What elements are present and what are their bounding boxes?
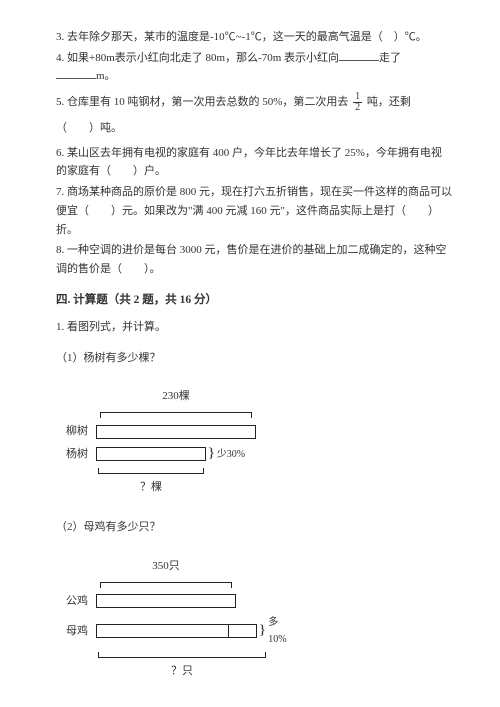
diagram2-bottom: ？只	[96, 662, 268, 681]
q4-text-a: 4. 如果+80m表示小红向北走了 80m，那么-70m 表示小红向	[56, 52, 339, 64]
diagram1-top-value: 230棵	[96, 387, 256, 406]
diagram-chickens: 350只 公鸡 母鸡 } 多10% ？只	[66, 557, 276, 681]
brace-bottom	[96, 466, 206, 478]
brace-icon: }	[207, 450, 215, 458]
sub-question-1: （1）杨树有多少棵？	[56, 349, 452, 368]
row-label-rooster: 公鸡	[66, 592, 96, 611]
q5-text-a: 5. 仓库里有 10 吨钢材，第一次用去总数的 50%，第二次用去	[56, 96, 348, 108]
row-label-willow: 柳树	[66, 422, 96, 441]
diagram1-diff: 少30%	[217, 446, 245, 463]
row-label-hen: 母鸡	[66, 622, 96, 641]
q5-text-c: （ ）吨。	[56, 119, 452, 138]
q4-text-b: 走了	[379, 52, 401, 64]
blank-fill	[56, 68, 96, 79]
q3-text-a: 3. 去年除夕那天，某市的温度是-10℃~-1℃，这一天的最高气温是（	[56, 31, 383, 43]
sub-question-2: （2）母鸡有多少只？	[56, 518, 452, 537]
fraction: 1 2	[353, 92, 362, 113]
section-4-title: 四. 计算题（共 2 题，共 16 分）	[56, 291, 452, 311]
bar-willow	[96, 425, 256, 439]
diagram2-row2: 母鸡 } 多10%	[66, 614, 276, 648]
fraction-den: 2	[353, 103, 362, 113]
brace-bottom	[96, 650, 268, 662]
row-label-poplar: 杨树	[66, 445, 96, 464]
q4-text-c: m。	[96, 70, 116, 82]
worksheet-page: 3. 去年除夕那天，某市的温度是-10℃~-1℃，这一天的最高气温是（ ）℃。 …	[0, 0, 500, 681]
question-6: 6. 某山区去年拥有电视的家庭有 400 户，今年比去年增长了 25%，今年拥有…	[56, 144, 452, 181]
q3-text-b: ）℃。	[394, 31, 427, 43]
diff-indicator: }	[208, 450, 215, 458]
brace-icon: }	[259, 627, 267, 635]
diagram1-row1: 柳树	[66, 422, 276, 441]
brace-top	[96, 578, 236, 590]
brace-top	[96, 408, 256, 420]
diagram-trees: 230棵 柳树 杨树 } 少30% ？棵	[66, 387, 276, 496]
question-3: 3. 去年除夕那天，某市的温度是-10℃~-1℃，这一天的最高气温是（ ）℃。	[56, 28, 452, 47]
question-4: 4. 如果+80m表示小红向北走了 80m，那么-70m 表示小红向 走了 m。	[56, 49, 452, 86]
bar-hen-base	[96, 624, 229, 638]
blank-fill	[339, 50, 379, 61]
calc-intro: 1. 看图列式，并计算。	[56, 318, 452, 337]
bar-poplar	[96, 447, 206, 461]
diagram2-diff: 多10%	[268, 614, 295, 648]
question-8: 8. 一种空调的进价是每台 3000 元，售价是在进价的基础上加二成确定的，这种…	[56, 241, 452, 278]
question-7: 7. 商场某种商品的原价是 800 元，现在打六五折销售，现在买一件这样的商品可…	[56, 183, 452, 239]
diagram2-row1: 公鸡	[66, 592, 276, 611]
diagram2-top-value: 350只	[96, 557, 236, 576]
q5-text-b: 吨，还剩	[367, 96, 411, 108]
diagram1-row2: 杨树 } 少30%	[66, 445, 276, 464]
diagram1-bottom: ？棵	[96, 478, 206, 497]
bar-rooster	[96, 594, 236, 608]
diff-indicator: }	[259, 627, 266, 635]
bar-hen-extra	[229, 624, 258, 638]
question-5: 5. 仓库里有 10 吨钢材，第一次用去总数的 50%，第二次用去 1 2 吨，…	[56, 92, 452, 138]
